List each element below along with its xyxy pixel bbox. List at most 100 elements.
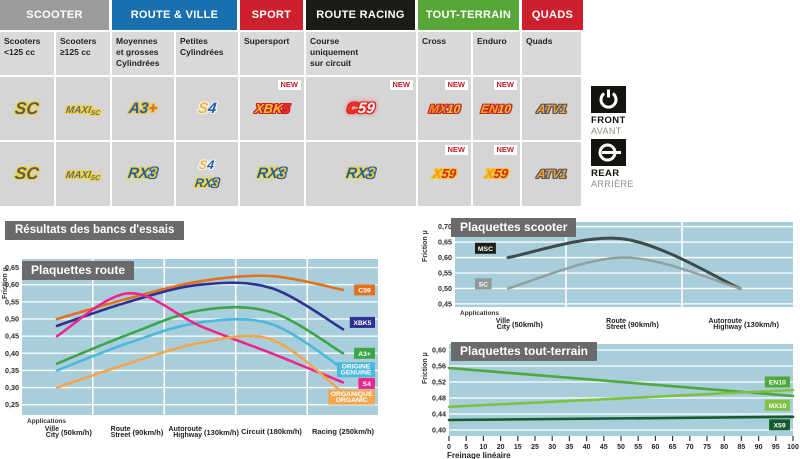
y-axis-tick: 0,44 [432,410,446,419]
svg-text:S4: S4 [363,381,372,388]
new-badge: NEW [493,145,517,156]
svg-text:XBK5: XBK5 [353,320,371,327]
svg-text:Route: Route [111,426,131,433]
x-axis-tick: 45 [600,444,608,451]
product-logo-atv1: ATV1 [535,167,568,181]
series-label-en10: EN10 [764,376,790,388]
svg-text:Ville: Ville [496,318,510,325]
y-axis-tick: 0,60 [432,346,446,355]
series-line-sc [506,256,742,290]
scooter-chart: Plaquettes scooter 0,45 0,50 0,55 0,60 0,65 0,… [420,215,800,340]
series-line-msc [506,236,742,290]
svg-text:ORGANIC: ORGANIC [336,397,368,404]
y-axis-label: Friction µ [2,267,9,299]
y-axis-tick: 0,65 [438,238,452,247]
product-cell-front-scooters: SC [0,77,56,140]
series-label-s4: S4 [358,377,375,389]
svg-text:Highway: Highway [173,432,202,439]
series-label-c59: C59 [354,284,375,296]
svg-text:Autoroute: Autoroute [709,318,743,325]
series-line-mx10 [447,388,795,409]
x-axis-tick: 10 [480,444,488,451]
route-chart-canvas: 0,25 0,30 0,35 0,40 0,45 0,50 0,55 0,60 0,65Fric… [2,259,378,439]
product-logo-x59: X59 [484,166,510,181]
svg-text:(50km/h): (50km/h) [512,320,543,329]
new-badge: NEW [444,145,468,156]
y-axis-tick: 0,52 [432,378,446,387]
product-logo-rx3: RX3 [194,176,220,190]
rear-indicator: REAR ARRIÈRE [591,139,643,189]
series-line-a3 [55,305,345,365]
x-axis-tick: 5 [464,444,468,451]
x-axis-tick: 85 [738,444,746,451]
product-category-table: SCOOTER ROUTE & VILLE SPORT ROUTE RACING TOU… [0,0,583,206]
svg-text:C59: C59 [358,287,371,294]
y-axis-tick: 0,60 [5,280,19,289]
y-axis-tick: 0,50 [438,284,452,293]
product-logo-mx10: MX10 [427,101,462,116]
series-label-mx10: MX10 [764,399,790,411]
product-logo-stack: S4 RX3 [194,157,220,191]
product-logo-rx3: RX3 [345,165,377,182]
series-line-c59 [55,274,345,321]
x-axis-tick: 30 [548,444,556,451]
svg-text:ORGANIQUE: ORGANIQUE [331,391,373,398]
svg-text:ORIGINE: ORIGINE [342,364,371,371]
product-cell-rear-quads: ATV1 [522,142,583,206]
series-label-msc: MSC [475,242,496,254]
series-label-a3: A3+ [354,347,375,359]
column-header-quads: Quads [522,32,583,75]
tout-terrain-chart: Plaquettes tout-terrain 0,40 0,44 0,48 0,52 0… [420,338,800,459]
series-line-en10 [447,366,795,398]
product-cell-rear-scooters: SC [0,142,56,206]
product-logo-rx3: RX3 [127,165,159,182]
column-header-enduro: Enduro [473,32,522,75]
series-line-origine-genuine [55,317,345,372]
svg-text:MSC: MSC [478,246,493,253]
y-axis-tick: 0,40 [432,426,446,435]
x-axis-tick: 90 [755,444,763,451]
x-axis-tick: 25 [531,444,539,451]
product-cell-front-supersport: NEW XBK5 [240,77,306,140]
new-badge: NEW [493,80,517,91]
product-cell-rear-scooters: MAXISC [56,142,112,206]
product-logo-s4: S4 [196,99,218,117]
group-header-scooter: SCOOTER [0,0,112,30]
product-logo-rx3: RX3 [256,165,288,182]
section-title: Résultats des bancs d'essais [5,221,185,240]
column-header-petites-cylindr-es: Petites Cylindrées [176,32,240,75]
y-axis-label: Friction µ [422,352,429,384]
y-axis-tick: 0,40 [5,349,19,358]
product-cell-rear-cross: NEW X59 [418,142,473,206]
svg-text:Autoroute: Autoroute [169,426,203,433]
series-label-xbk5: XBK5 [349,316,375,328]
route-chart: Plaquettes route 0,25 0,30 0,35 0,40 0,45 0,50… [0,255,395,459]
series-label-x59: X59 [769,419,790,431]
applications-label: Applications [460,310,499,317]
column-header-supersport: Supersport [240,32,306,75]
x-axis-tick: 40 [583,444,591,451]
svg-text:(130km/h): (130km/h) [204,428,240,437]
x-axis-tick: 95 [772,444,780,451]
column-header-scooters-125-cc: Scooters ≥125 cc [56,32,112,75]
y-axis-tick: 0,56 [432,362,446,371]
product-cell-rear-enduro: NEW X59 [473,142,522,206]
group-header-route-ville: ROUTE & VILLE [112,0,240,30]
column-header-moyennes-et-grosses: Moyennes et grosses Cylindrées [112,32,176,75]
product-cell-rear-moyennes: RX3 [112,142,176,206]
product-logo-atv1: ATV1 [535,101,568,116]
front-label: FRONT [591,115,626,126]
scooter-chart-title: Plaquettes scooter [451,218,577,237]
tout-terrain-chart-title: Plaquettes tout-terrain [451,342,598,361]
product-cell-front-enduro: NEW EN10 [473,77,522,140]
product-cell-front-moyennes: A3+ [112,77,176,140]
x-axis-tick: 35 [566,444,574,451]
y-axis-tick: 0,48 [432,394,446,403]
x-axis-tick: 70 [686,444,694,451]
y-axis-tick: 0,30 [5,383,19,392]
x-axis-tick: 100 [787,444,799,451]
